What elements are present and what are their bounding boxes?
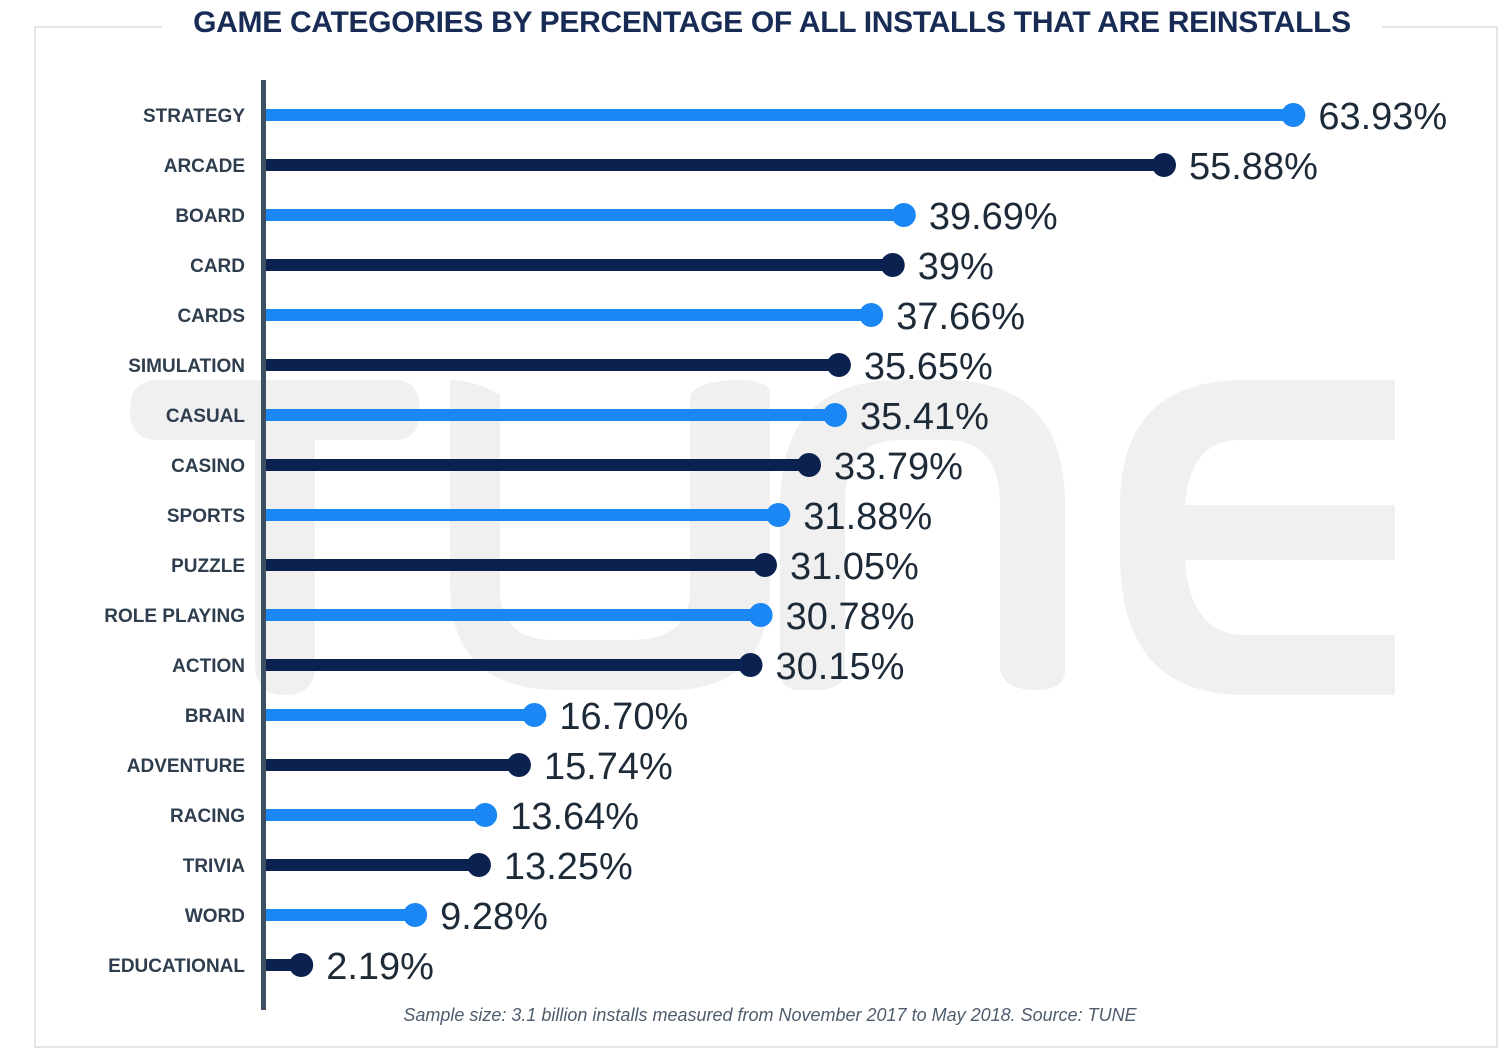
category-label-trivia: TRIVIA bbox=[183, 856, 246, 877]
bar-end-dot-casino bbox=[797, 453, 822, 477]
value-label-casual: 35.41% bbox=[860, 396, 989, 438]
category-label-puzzle: PUZZLE bbox=[171, 556, 245, 577]
bar-end-dot-racing bbox=[473, 803, 498, 827]
bar-casual bbox=[266, 409, 836, 421]
watermark-letter-e bbox=[1120, 380, 1395, 695]
bar-card bbox=[266, 259, 893, 271]
category-label-card: CARD bbox=[190, 256, 245, 277]
bar-end-dot-word bbox=[403, 903, 428, 927]
value-label-word: 9.28% bbox=[440, 896, 548, 938]
chart-title: GAME CATEGORIES BY PERCENTAGE OF ALL INS… bbox=[193, 6, 1351, 39]
series-group: STRATEGY 63.93% ARCADE 55.88% BOARD 39.69% CAR… bbox=[104, 96, 1447, 988]
frame-border-top-left bbox=[34, 26, 162, 28]
bar-cards bbox=[266, 309, 872, 321]
value-label-adventure: 15.74% bbox=[544, 746, 673, 788]
bar-end-dot-arcade bbox=[1151, 153, 1176, 177]
value-label-brain: 16.70% bbox=[559, 696, 688, 738]
bar-end-dot-adventure bbox=[506, 753, 531, 777]
category-label-word: WORD bbox=[185, 906, 245, 927]
bar-puzzle bbox=[266, 559, 765, 571]
bar-sports bbox=[266, 509, 779, 521]
category-label-casino: CASINO bbox=[171, 456, 245, 477]
value-label-puzzle: 31.05% bbox=[790, 546, 919, 588]
bar-end-dot-casual bbox=[823, 403, 848, 427]
category-label-sports: SPORTS bbox=[167, 506, 245, 527]
bar-trivia bbox=[266, 859, 479, 871]
category-label-strategy: STRATEGY bbox=[143, 106, 245, 127]
category-label-racing: RACING bbox=[170, 806, 245, 827]
value-label-cards: 37.66% bbox=[896, 296, 1025, 338]
value-label-trivia: 13.25% bbox=[504, 846, 633, 888]
watermark-letter-u bbox=[450, 380, 770, 690]
bar-end-dot-brain bbox=[522, 703, 547, 727]
value-label-educational: 2.19% bbox=[326, 946, 434, 988]
tune-watermark bbox=[130, 380, 1395, 695]
category-label-brain: BRAIN bbox=[185, 706, 245, 727]
bar-arcade bbox=[266, 159, 1164, 171]
category-label-board: BOARD bbox=[175, 206, 245, 227]
bar-simulation bbox=[266, 359, 839, 371]
bar-end-dot-simulation bbox=[826, 353, 851, 377]
bar-brain bbox=[266, 709, 535, 721]
category-label-simulation: SIMULATION bbox=[128, 356, 245, 377]
category-label-casual: CASUAL bbox=[166, 406, 246, 427]
bar-end-dot-puzzle bbox=[752, 553, 777, 577]
category-label-role-playing: ROLE PLAYING bbox=[104, 606, 245, 627]
bar-end-dot-trivia bbox=[466, 853, 491, 877]
bar-end-dot-strategy bbox=[1281, 103, 1306, 127]
value-label-casino: 33.79% bbox=[834, 446, 963, 488]
bar-end-dot-sports bbox=[766, 503, 791, 527]
category-label-action: ACTION bbox=[172, 656, 245, 677]
source-footnote: Sample size: 3.1 billion installs measur… bbox=[403, 1005, 1137, 1025]
bar-end-dot-action bbox=[738, 653, 763, 677]
value-label-role-playing: 30.78% bbox=[786, 596, 915, 638]
value-label-racing: 13.64% bbox=[510, 796, 639, 838]
chart-frame bbox=[34, 26, 1498, 1048]
value-label-arcade: 55.88% bbox=[1189, 146, 1318, 188]
value-label-card: 39% bbox=[918, 246, 994, 288]
bar-end-dot-educational bbox=[289, 953, 314, 977]
bar-strategy bbox=[266, 109, 1294, 121]
bar-action bbox=[266, 659, 751, 671]
value-label-board: 39.69% bbox=[929, 196, 1058, 238]
y-axis-line bbox=[261, 80, 266, 1010]
value-label-sports: 31.88% bbox=[803, 496, 932, 538]
category-label-educational: EDUCATIONAL bbox=[108, 956, 245, 977]
value-label-strategy: 63.93% bbox=[1318, 96, 1447, 138]
watermark-letter-t bbox=[130, 380, 420, 695]
bar-adventure bbox=[266, 759, 519, 771]
bar-casino bbox=[266, 459, 810, 471]
value-label-simulation: 35.65% bbox=[864, 346, 993, 388]
bar-end-dot-cards bbox=[859, 303, 884, 327]
bar-end-dot-role-playing bbox=[748, 603, 773, 627]
value-label-action: 30.15% bbox=[776, 646, 905, 688]
bar-board bbox=[266, 209, 904, 221]
bar-role-playing bbox=[266, 609, 761, 621]
bar-word bbox=[266, 909, 416, 921]
category-label-adventure: ADVENTURE bbox=[127, 756, 245, 777]
category-label-cards: CARDS bbox=[177, 306, 245, 327]
bar-racing bbox=[266, 809, 486, 821]
watermark-letter-n bbox=[780, 380, 1065, 690]
bar-end-dot-board bbox=[891, 203, 916, 227]
bar-end-dot-card bbox=[880, 253, 905, 277]
frame-border-top-right bbox=[1382, 26, 1498, 28]
category-label-arcade: ARCADE bbox=[164, 156, 245, 177]
